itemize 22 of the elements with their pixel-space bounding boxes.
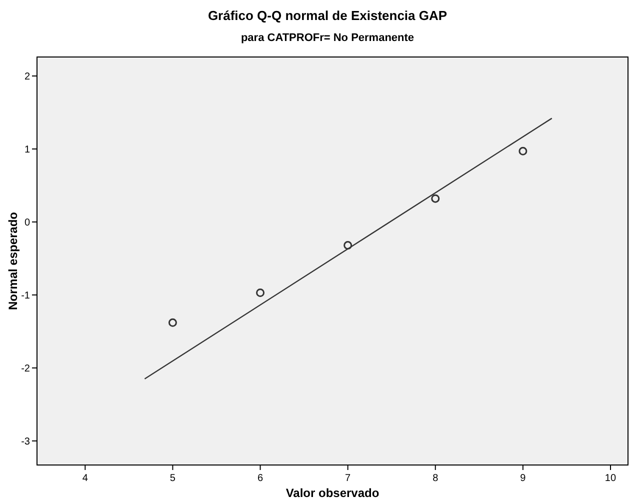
point xyxy=(431,194,440,203)
point xyxy=(344,241,352,250)
y-axis-title: Normal esperado xyxy=(6,212,20,310)
y-tick-label: -1 xyxy=(21,290,30,302)
x-tick-label: 10 xyxy=(604,473,616,484)
point xyxy=(518,146,528,156)
x-tick-label: 9 xyxy=(520,473,526,484)
point xyxy=(168,318,177,327)
y-tick-label: 0 xyxy=(24,217,30,228)
y-tick-label: -2 xyxy=(21,363,30,374)
x-tick-label: 4 xyxy=(82,473,88,484)
x-tick-label: 6 xyxy=(257,473,264,484)
chart-subtitle: para CATPROFr= No Permanente xyxy=(240,32,414,44)
x-tick-label: 8 xyxy=(432,473,439,484)
point xyxy=(256,288,265,297)
chart-title: Gráfico Q-Q normal de Existencia GAP xyxy=(208,8,448,23)
y-tick-label: 2 xyxy=(24,71,30,82)
x-tick-label: 5 xyxy=(170,473,176,484)
y-tick-label: -3 xyxy=(21,436,30,448)
y-tick-label: 1 xyxy=(24,144,30,156)
x-tick-label: 7 xyxy=(345,473,352,484)
x-axis-title: Valor observado xyxy=(286,486,380,500)
